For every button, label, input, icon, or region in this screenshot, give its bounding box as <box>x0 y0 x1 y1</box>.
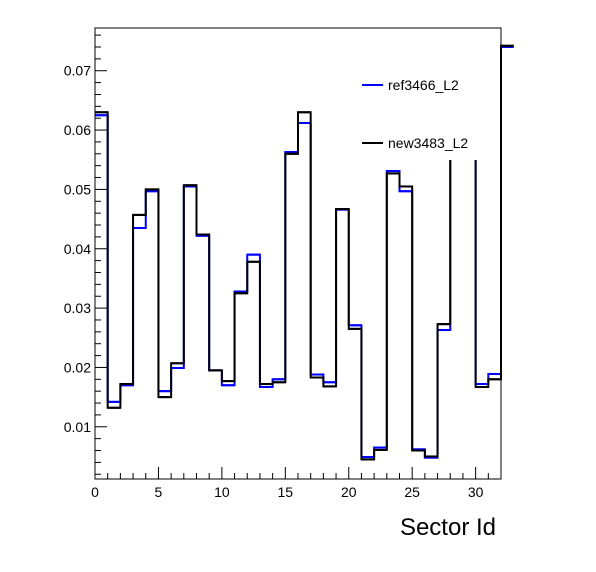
x-tick-label: 0 <box>91 484 99 500</box>
x-tick-label: 10 <box>214 484 230 500</box>
series-new3483_L2 <box>95 44 514 461</box>
x-tick-label: 5 <box>155 484 163 500</box>
legend-label-new3483_L2: new3483_L2 <box>388 135 468 151</box>
x-tick-label: 30 <box>468 484 484 500</box>
y-axis: 0.01 0.02 0.03 0.04 0.05 0.06 0.07 <box>64 34 107 475</box>
y-tick-label: 0.01 <box>64 419 91 435</box>
x-tick-label: 25 <box>404 484 420 500</box>
x-axis: 0 5 10 15 20 25 30 <box>91 467 502 500</box>
x-axis-title: Sector Id <box>400 514 496 541</box>
y-tick-label: 0.05 <box>64 181 91 197</box>
x-tick-label: 20 <box>341 484 357 500</box>
series-layer <box>95 44 514 461</box>
x-tick-label: 15 <box>278 484 294 500</box>
legend: ref3466_L2 new3483_L2 <box>362 77 468 151</box>
legend-cover <box>357 48 500 160</box>
y-tick-label: 0.02 <box>64 359 91 375</box>
y-tick-label: 0.03 <box>64 300 91 316</box>
y-tick-label: 0.06 <box>64 122 91 138</box>
legend-background <box>357 48 500 160</box>
legend-label-ref3466_L2: ref3466_L2 <box>388 77 459 93</box>
y-tick-label: 0.07 <box>64 63 91 79</box>
y-tick-label: 0.04 <box>64 241 91 257</box>
